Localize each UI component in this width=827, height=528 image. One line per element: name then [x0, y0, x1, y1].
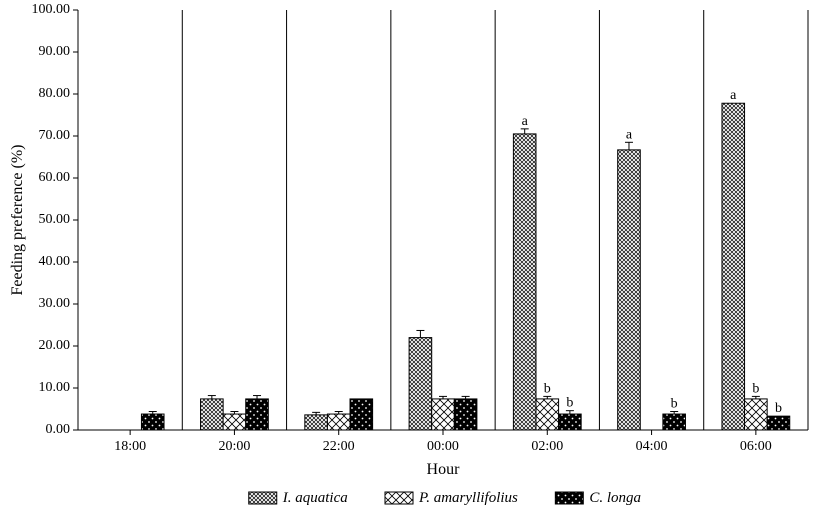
- svg-text:20:00: 20:00: [218, 439, 250, 454]
- legend-label: C. longa: [589, 490, 641, 506]
- legend-swatch: [555, 492, 583, 504]
- svg-text:30.00: 30.00: [39, 296, 71, 311]
- chart-container: 0.00 10.00 20.00 30.00 40.00 50.00 60.00 70.00 8…: [0, 0, 827, 528]
- svg-text:00:00: 00:00: [427, 439, 459, 454]
- bar: [513, 134, 536, 430]
- svg-text:60.00: 60.00: [39, 170, 71, 185]
- bar: [141, 414, 164, 430]
- svg-text:04:00: 04:00: [636, 439, 668, 454]
- bars: [141, 103, 789, 430]
- bar: [305, 415, 328, 430]
- bar: [246, 399, 269, 430]
- significance-letter: a: [522, 114, 529, 129]
- svg-text:22:00: 22:00: [323, 439, 355, 454]
- significance-letter: b: [566, 396, 573, 411]
- x-axis-label: Hour: [427, 461, 461, 478]
- svg-text:80.00: 80.00: [39, 86, 71, 101]
- svg-text:40.00: 40.00: [39, 254, 71, 269]
- legend-label: P. amaryllifolius: [418, 490, 518, 506]
- svg-text:10.00: 10.00: [39, 380, 71, 395]
- svg-text:18:00: 18:00: [114, 439, 146, 454]
- svg-text:50.00: 50.00: [39, 212, 71, 227]
- bar-chart: 0.00 10.00 20.00 30.00 40.00 50.00 60.00 70.00 8…: [0, 0, 827, 528]
- y-axis-label: Feeding preference (%): [9, 144, 26, 295]
- significance-letter: a: [626, 127, 633, 142]
- bar: [223, 414, 246, 430]
- bar: [432, 399, 455, 430]
- svg-text:06:00: 06:00: [740, 439, 772, 454]
- svg-text:100.00: 100.00: [32, 2, 71, 17]
- significance-letter: b: [775, 401, 782, 416]
- bar: [745, 399, 768, 430]
- bar: [663, 414, 686, 430]
- svg-text:0.00: 0.00: [46, 422, 71, 437]
- bar: [454, 399, 477, 430]
- bar: [409, 338, 432, 430]
- bar: [201, 399, 224, 430]
- bar: [327, 414, 350, 430]
- legend-label: I. aquatica: [282, 490, 348, 506]
- legend-swatch: [249, 492, 277, 504]
- significance-letter: a: [730, 88, 737, 103]
- bar: [722, 103, 745, 430]
- bar: [536, 399, 559, 430]
- bar: [767, 416, 790, 430]
- significance-letter: b: [752, 381, 759, 396]
- bar: [350, 399, 373, 430]
- bar: [559, 414, 582, 430]
- legend: I. aquatica P. amaryllifolius C. longa: [249, 490, 641, 506]
- svg-text:20.00: 20.00: [39, 338, 71, 353]
- significance-letter: b: [544, 381, 551, 396]
- svg-text:02:00: 02:00: [531, 439, 563, 454]
- svg-text:70.00: 70.00: [39, 128, 71, 143]
- bar: [618, 150, 641, 430]
- significance-letter: b: [671, 397, 678, 412]
- svg-text:90.00: 90.00: [39, 44, 71, 59]
- legend-swatch: [385, 492, 413, 504]
